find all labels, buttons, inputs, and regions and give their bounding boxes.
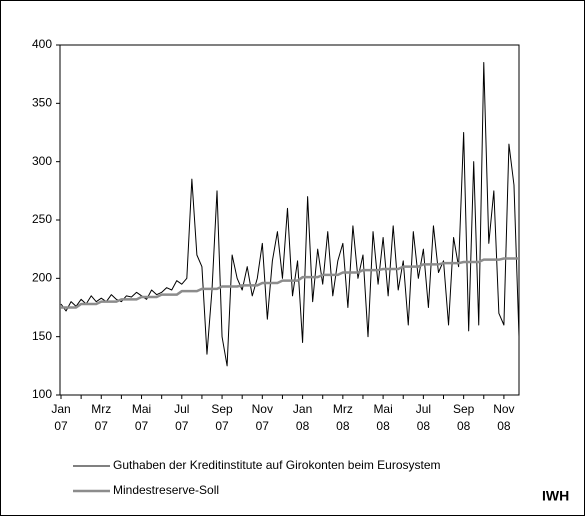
y-tick-label: 200 <box>32 271 52 285</box>
x-tick-label: Mai 07 <box>132 402 151 433</box>
x-tick-label: Jul 07 <box>174 402 189 433</box>
x-tick-label-line: Nov <box>493 402 514 416</box>
x-tick-label: Sep 08 <box>453 402 475 433</box>
x-tick-label-line: 07 <box>215 419 229 433</box>
x-tick-label-line: Jan <box>293 402 312 416</box>
legend-label: Guthaben der Kreditinstitute auf Girokon… <box>113 458 441 472</box>
source: IWH <box>542 488 569 504</box>
y-tick-label: 350 <box>32 96 52 110</box>
x-tick-label: Nov 07 <box>252 402 273 433</box>
x-tick-label-line: Jul <box>416 402 431 416</box>
x-tick-label: Mrz 08 <box>333 402 353 433</box>
y-tick-label: 100 <box>32 387 52 401</box>
series-line <box>61 257 519 309</box>
x-tick-label-line: Jul <box>174 402 189 416</box>
legend-label: Mindestreserve-Soll <box>113 483 219 497</box>
x-tick-label-line: 07 <box>135 419 149 433</box>
x-tick-label: Jan 07 <box>51 402 70 433</box>
x-tick-label: Mai 08 <box>373 402 392 433</box>
x-tick-label-line: Mai <box>373 402 392 416</box>
x-tick-label: Mrz 07 <box>91 402 111 433</box>
x-tick-label: Jan 08 <box>293 402 312 433</box>
x-tick-label-line: 08 <box>457 419 471 433</box>
x-tick-label-line: Mai <box>132 402 151 416</box>
y-tick-label: 250 <box>32 212 52 226</box>
x-tick-label-line: 07 <box>175 419 189 433</box>
x-tick-label-line: Mrz <box>333 402 353 416</box>
x-tick-label-line: Jan <box>51 402 70 416</box>
x-tick-label-line: Sep <box>453 402 475 416</box>
x-tick-label: Sep 07 <box>211 402 233 433</box>
x-tick-label-line: 08 <box>336 419 350 433</box>
x-tick-label: Jul 08 <box>416 402 431 433</box>
x-tick-label-line: 07 <box>256 419 270 433</box>
y-tick-label: 400 <box>32 37 52 51</box>
y-tick-label: 300 <box>32 154 52 168</box>
x-tick-label-line: Sep <box>211 402 233 416</box>
x-tick-label-line: 08 <box>296 419 310 433</box>
x-tick-label-line: Nov <box>252 402 273 416</box>
x-tick-label-line: 08 <box>376 419 390 433</box>
y-tick-label: 150 <box>32 329 52 343</box>
x-tick-label-line: Mrz <box>91 402 111 416</box>
x-tick-label-line: 07 <box>95 419 109 433</box>
x-tick-label: Nov 08 <box>493 402 514 433</box>
x-tick-label-line: 08 <box>497 419 511 433</box>
x-tick-label-line: 07 <box>54 419 68 433</box>
x-tick-label-line: 08 <box>417 419 431 433</box>
